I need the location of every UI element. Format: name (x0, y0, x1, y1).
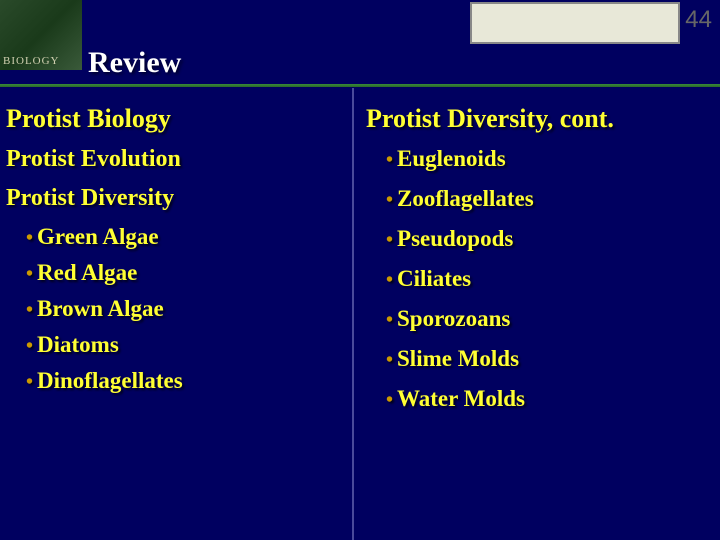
bullet-text: Pseudopods (397, 226, 513, 252)
right-column: Protist Diversity, cont. •Euglenoids •Zo… (360, 92, 720, 540)
bullet-text: Euglenoids (397, 146, 506, 172)
bullet-text: Water Molds (397, 386, 525, 412)
right-bullet-7: •Water Molds (386, 386, 716, 412)
bullet-icon: • (386, 310, 393, 330)
right-heading: Protist Diversity, cont. (366, 104, 716, 134)
slide-number: 44 (685, 6, 712, 34)
book-label: BIOLOGY (3, 55, 79, 67)
left-bullet-5: •Dinoflagellates (26, 368, 356, 394)
left-bullet-3: •Brown Algae (26, 296, 356, 322)
bullet-icon: • (26, 336, 33, 356)
bullet-icon: • (26, 264, 33, 284)
bullet-icon: • (386, 390, 393, 410)
bullet-icon: • (386, 230, 393, 250)
bullet-text: Dinoflagellates (37, 368, 183, 394)
left-bullet-4: •Diatoms (26, 332, 356, 358)
bullet-text: Diatoms (37, 332, 119, 358)
right-bullet-3: •Pseudopods (386, 226, 716, 252)
bullet-text: Brown Algae (37, 296, 164, 322)
left-heading-3: Protist Diversity (6, 185, 356, 212)
slide-header: BIOLOGY 44 Review (0, 0, 720, 88)
left-column: Protist Biology Protist Evolution Protis… (0, 92, 360, 540)
slide-title: Review (88, 46, 181, 80)
left-heading-1: Protist Biology (6, 104, 356, 134)
bullet-text: Sporozoans (397, 306, 510, 332)
book-thumbnail: BIOLOGY (0, 0, 82, 70)
content-area: Protist Biology Protist Evolution Protis… (0, 92, 720, 540)
right-bullet-4: •Ciliates (386, 266, 716, 292)
bullet-icon: • (386, 150, 393, 170)
bullet-icon: • (26, 372, 33, 392)
bullet-text: Green Algae (37, 224, 159, 250)
bullet-text: Ciliates (397, 266, 471, 292)
right-bullet-6: •Slime Molds (386, 346, 716, 372)
bullet-icon: • (386, 190, 393, 210)
bullet-icon: • (386, 270, 393, 290)
bullet-icon: • (26, 228, 33, 248)
title-placeholder-box (470, 2, 680, 44)
header-divider-line (0, 84, 720, 87)
right-bullet-2: •Zooflagellates (386, 186, 716, 212)
bullet-text: Slime Molds (397, 346, 519, 372)
left-bullet-2: •Red Algae (26, 260, 356, 286)
left-bullet-1: •Green Algae (26, 224, 356, 250)
left-heading-2: Protist Evolution (6, 146, 356, 173)
bullet-icon: • (26, 300, 33, 320)
right-bullet-5: •Sporozoans (386, 306, 716, 332)
bullet-icon: • (386, 350, 393, 370)
bullet-text: Red Algae (37, 260, 137, 286)
bullet-text: Zooflagellates (397, 186, 534, 212)
right-bullet-1: •Euglenoids (386, 146, 716, 172)
